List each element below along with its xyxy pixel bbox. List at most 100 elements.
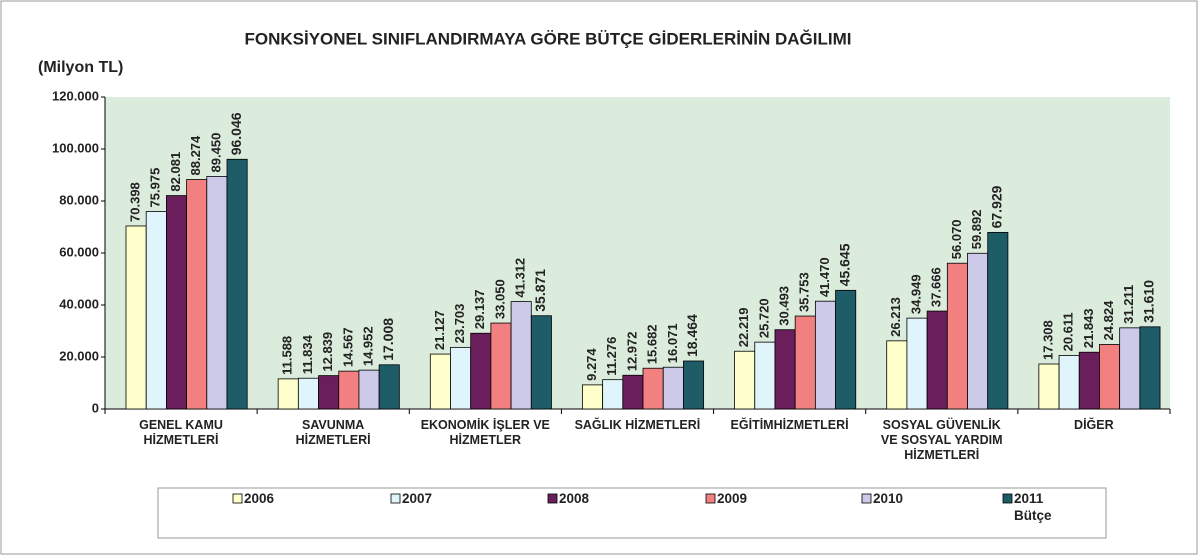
x-tick-label: SOSYAL GÜVENLİK VE SOSYAL YARDIM HİZMETL… [880,418,1003,462]
value-label: 41.470 [817,257,832,297]
value-label: 22.219 [736,307,751,347]
value-label: 24.824 [1101,300,1116,341]
x-tick-label: EKONOMİK İŞLER VE HİZMETLER [420,418,550,447]
value-label: 31.211 [1121,285,1136,324]
y-tick-label: 80.000 [59,192,99,207]
value-label: 29.137 [472,289,487,329]
value-label: 67.929 [989,185,1005,228]
bar [125,225,147,410]
bar [754,341,776,410]
value-label: 70.398 [128,182,143,222]
value-label: 45.645 [836,243,852,286]
bar [582,384,604,410]
y-tick-label: 20.000 [59,348,99,363]
value-label: 33.050 [492,279,507,319]
bar [358,369,380,410]
value-label: 17.008 [380,318,396,361]
value-label: 15.682 [645,324,660,364]
value-label: 89.450 [208,133,223,173]
value-label: 12.839 [320,332,335,372]
bar [490,322,512,410]
legend-label: 2008 [559,491,590,506]
value-label: 41.312 [513,258,528,298]
y-tick-label: 120.000 [52,88,99,103]
legend-swatch [232,493,243,504]
bar [1058,355,1080,410]
legend-label: 2006 [244,491,275,506]
bar [318,375,340,410]
value-label: 16.071 [665,323,680,363]
value-label: 88.274 [188,135,203,176]
legend-label: 2010 [873,491,904,506]
value-label: 35.871 [532,269,548,312]
legend-swatch [547,493,558,504]
bar [530,315,552,410]
value-label: 20.611 [1061,312,1076,351]
y-tick-label: 0 [92,400,99,415]
bar [814,300,836,410]
value-label: 56.070 [949,219,964,259]
y-tick-label: 100.000 [52,140,99,155]
bar [642,367,664,410]
value-label: 21.843 [1081,308,1096,348]
value-label: 11.588 [280,336,295,375]
value-label: 11.276 [604,337,619,376]
bar [470,332,492,410]
legend-swatch [861,493,872,504]
y-tick-label: 60.000 [59,244,99,259]
x-tick-label: DİĞER [1074,418,1114,432]
value-label: 17.308 [1040,320,1055,360]
bar [226,158,248,410]
value-label: 34.949 [908,274,923,314]
legend-label: 2007 [402,491,433,506]
chart-title: FONKSİYONEL SINIFLANDIRMAYA GÖRE BÜTÇE G… [244,29,851,48]
bar [946,262,968,410]
bar [186,179,208,410]
value-label: 14.952 [360,326,375,366]
bar [1139,326,1161,410]
legend-label: 2011 Bütçe [1014,491,1052,523]
bar [277,378,299,410]
bar [987,231,1009,410]
value-label: 30.493 [777,286,792,326]
bar [774,329,796,410]
bar [835,289,857,410]
x-tick-label: SAĞLIK HİZMETLERİ [574,418,701,432]
bar [1119,327,1141,410]
bar [429,353,451,410]
legend-swatch [390,493,401,504]
value-label: 31.610 [1141,280,1157,323]
legend-swatch [1002,493,1013,504]
y-tick-label: 40.000 [59,296,99,311]
x-tick-label: GENEL KAMU HİZMETLERİ [139,418,223,447]
bar [1078,351,1100,410]
bar [378,364,400,410]
bar [886,340,908,410]
bar [450,346,472,410]
value-label: 75.975 [148,168,163,208]
bar [906,317,928,410]
value-label: 12.972 [624,332,639,372]
legend-box [157,487,1107,539]
value-label: 9.274 [584,348,599,381]
value-label: 23.703 [452,304,467,344]
value-label: 26.213 [888,297,903,337]
bar [1099,344,1121,410]
value-label: 25.720 [756,298,771,338]
legend-label: 2009 [717,491,748,506]
bar [794,315,816,410]
legend-swatch [705,493,716,504]
bar [165,195,187,410]
bar [662,366,684,410]
value-label: 11.834 [300,334,315,374]
value-label: 59.892 [969,210,984,250]
x-tick-label: EĞİTİMHİZMETLERİ [730,418,849,432]
bar [926,310,948,410]
bar [206,176,228,410]
x-tick-label: SAVUNMA HİZMETLERİ [295,418,371,447]
value-label: 82.081 [168,152,183,192]
bar [683,360,705,410]
bar [967,252,989,410]
